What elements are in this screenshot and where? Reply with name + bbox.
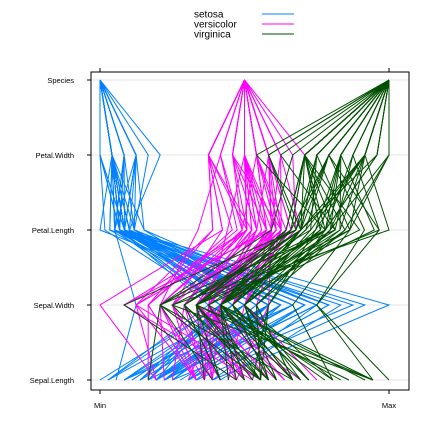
data-line-virginica bbox=[255, 80, 390, 381]
data-line-versicolor bbox=[135, 79, 245, 381]
data-line-virginica bbox=[159, 79, 390, 381]
data-line-virginica bbox=[219, 79, 390, 381]
data-line-virginica bbox=[219, 79, 390, 381]
y-tick-label: Sepal.Length bbox=[30, 376, 74, 385]
legend-label-versicolor: versicolor bbox=[194, 20, 237, 31]
x-tick-label: Min bbox=[94, 401, 106, 410]
y-tick-label: Species bbox=[47, 76, 74, 85]
series-virginica bbox=[123, 79, 390, 381]
y-axis: Sepal.Length Sepal.Width Petal.Length Petal… bbox=[30, 76, 91, 385]
y-tick-label: Petal.Length bbox=[32, 226, 74, 235]
legend-label-virginica: virginica bbox=[194, 30, 231, 41]
data-line-versicolor bbox=[195, 80, 253, 381]
y-tick-label: Sepal.Width bbox=[34, 301, 74, 310]
data-line-virginica bbox=[231, 79, 390, 381]
data-line-virginica bbox=[252, 79, 390, 381]
data-line-virginica bbox=[147, 79, 390, 381]
data-lines bbox=[99, 79, 391, 381]
legend-label-setosa: setosa bbox=[194, 10, 224, 21]
x-axis: Min Max bbox=[94, 68, 396, 410]
plot-frame bbox=[90, 71, 410, 391]
y-tick-label: Petal.Width bbox=[36, 151, 74, 160]
x-tick-label: Max bbox=[382, 401, 396, 410]
